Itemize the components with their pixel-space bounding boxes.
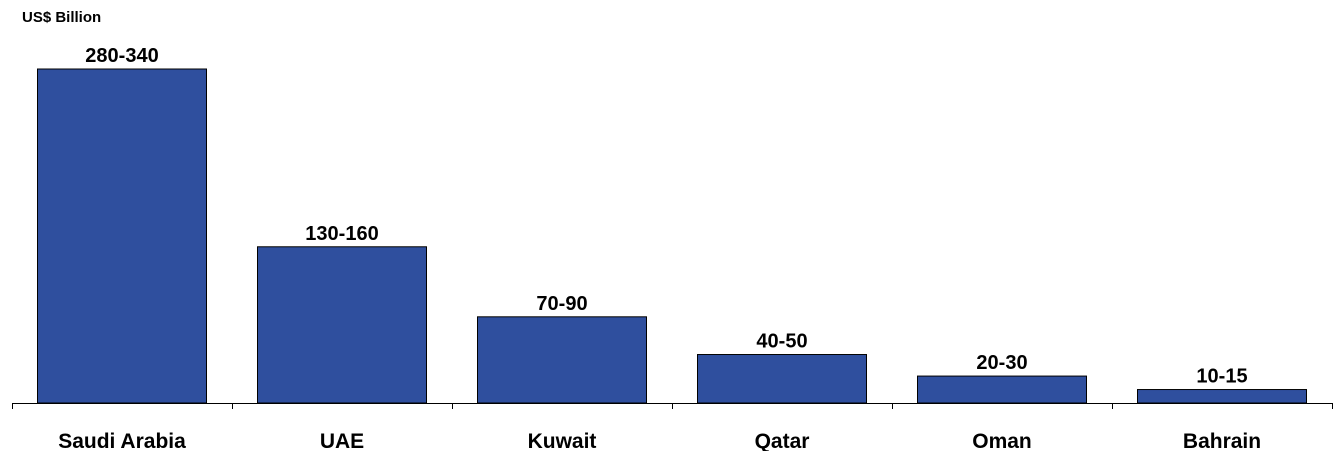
value-label: 10-15 [1196,366,1247,388]
category-label: Oman [972,430,1032,451]
bar-bahrain [1137,389,1307,404]
category-label: Kuwait [528,430,597,451]
category-label: Saudi Arabia [58,430,186,451]
value-label: 40-50 [756,331,807,353]
category-label: Qatar [755,430,810,451]
category-label: Bahrain [1183,430,1261,451]
bar-saudi-arabia [37,68,207,404]
category-label: UAE [320,430,364,451]
bar-qatar [697,354,867,404]
value-label: 20-30 [976,352,1027,374]
value-label: 130-160 [305,223,378,245]
bar-kuwait [477,316,647,404]
unit-label: US$ Billion [22,9,101,26]
x-axis [12,403,1333,409]
bar-oman [917,375,1087,404]
value-label: 280-340 [85,45,158,67]
category-labels-group: Saudi Arabia UAE Kuwait Qatar Oman Bahrain [58,430,1261,451]
value-labels-group: 280-340 130-160 70-90 40-50 20-30 10-15 [85,45,1247,388]
bar-uae [257,246,427,404]
bars-group [37,68,1307,404]
value-label: 70-90 [536,293,587,315]
